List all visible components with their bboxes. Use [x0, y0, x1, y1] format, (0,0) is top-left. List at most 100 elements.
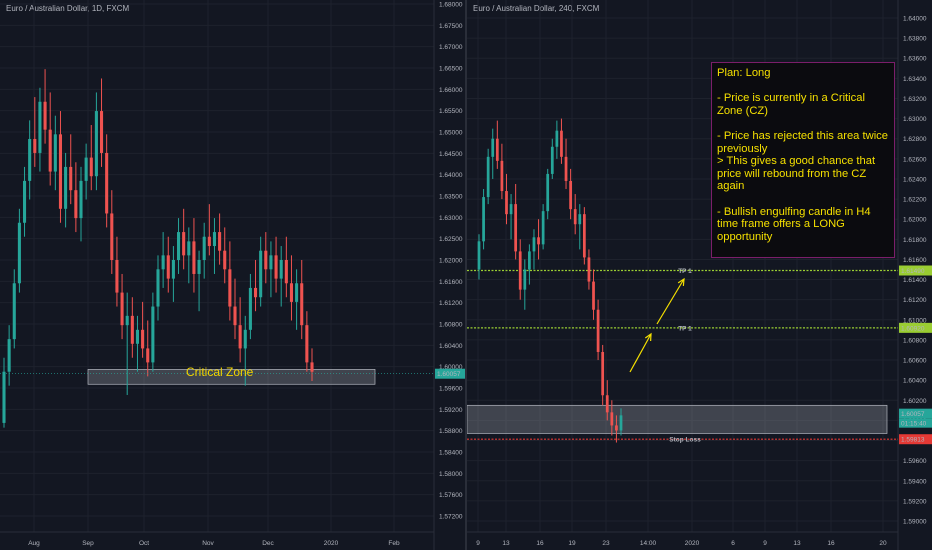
candle-body: [596, 309, 600, 352]
candle-body: [33, 138, 37, 153]
candle-body: [79, 180, 83, 219]
price-axis-label: 1.62500: [439, 236, 463, 243]
daily-chart-pane[interactable]: Euro / Australian Dollar, 1D, FXCM 1.680…: [0, 0, 466, 550]
candle-body: [564, 156, 568, 181]
price-axis-label: 1.60800: [439, 322, 463, 329]
time-axis-label: Nov: [202, 540, 214, 547]
candle-body: [171, 260, 175, 279]
candle-body: [482, 197, 485, 242]
price-axis-label: 1.60400: [903, 378, 927, 385]
time-axis-label: Oct: [139, 540, 149, 547]
candle-body: [89, 157, 93, 177]
candle-body: [310, 362, 314, 372]
countdown-tag: [899, 418, 932, 428]
price-axis-label: 1.64500: [439, 151, 463, 158]
candle-body: [151, 306, 155, 363]
price-axis-label: 1.60000: [439, 364, 463, 371]
candle-body: [58, 134, 63, 209]
candle-body: [284, 260, 288, 284]
price-axis-label: 1.63500: [439, 194, 463, 201]
candle-body: [582, 214, 586, 258]
countdown-tag-text: 01:15:40: [901, 421, 927, 428]
price-axis-label: 1.59000: [903, 519, 927, 526]
candle-body: [573, 209, 577, 225]
candle-body: [305, 325, 309, 363]
current-price-tag-text: 1.60057: [901, 411, 925, 418]
candle-body: [146, 348, 150, 363]
candle-body: [601, 351, 605, 396]
candle-body: [43, 101, 47, 130]
price-axis-label: 1.61600: [439, 279, 463, 286]
time-axis-label: 19: [568, 540, 576, 547]
candle-body: [115, 260, 119, 293]
candle-body: [279, 260, 283, 279]
target-arrow-2-head: [677, 277, 685, 287]
daily-chart-plot[interactable]: 1.68000 1.67500 1.67000 1.66500 1.66000 1.655…: [0, 0, 466, 550]
time-axis-label: 13: [793, 540, 801, 547]
candle-body: [120, 292, 124, 326]
candle-body: [218, 232, 222, 251]
candle-body: [202, 236, 206, 260]
candle-body: [546, 173, 550, 212]
price-axis-label: 1.59200: [903, 498, 927, 505]
price-axis-label: 1.59200: [439, 407, 463, 414]
price-axis-label: 1.64000: [439, 172, 463, 179]
price-axis-label: 1.57600: [439, 492, 463, 499]
price-axis-label: 1.58400: [439, 450, 463, 457]
critical-zone-box: [467, 404, 888, 434]
price-axis-label: 1.61800: [903, 237, 927, 244]
h4-chart-pane[interactable]: Euro / Australian Dollar, 240, FXCM 1.64…: [467, 0, 932, 550]
price-axis-label: 1.61200: [903, 297, 927, 304]
candle-body: [17, 222, 21, 284]
candle-body: [619, 415, 623, 431]
price-axis-label: 1.63000: [439, 215, 463, 222]
candle-body: [64, 166, 68, 209]
pane-divider[interactable]: [465, 0, 467, 550]
candle-body: [300, 283, 304, 326]
candle-body: [269, 255, 273, 270]
critical-zone-box: [87, 369, 376, 385]
candle-body: [233, 306, 237, 326]
candle-body: [274, 255, 278, 279]
time-axis-label: Dec: [262, 540, 274, 547]
critical-zone-label: Critical Zone: [186, 365, 254, 379]
candle-body: [84, 157, 88, 181]
price-axis-label: 1.63200: [903, 96, 927, 103]
price-axis-label: 1.63000: [903, 116, 927, 123]
candle-body: [541, 211, 545, 245]
price-axis-label: 1.62000: [439, 258, 463, 265]
price-axis-label: 1.57200: [439, 514, 463, 521]
h4-chart-title: Euro / Australian Dollar, 240, FXCM: [473, 4, 600, 13]
price-axis-label: 1.59600: [903, 458, 927, 465]
candle-body: [587, 257, 591, 282]
candle-body: [192, 241, 196, 274]
price-axis-label: 1.59600: [439, 386, 463, 393]
candle-body: [105, 152, 109, 214]
time-axis-label: Feb: [388, 540, 400, 547]
candle-body: [560, 130, 563, 157]
candle-body: [605, 395, 609, 413]
take-profit-1-label: TP 1: [678, 268, 692, 275]
time-axis-label: 16: [827, 540, 835, 547]
price-axis-label: 1.68000: [439, 2, 463, 9]
target-arrow-1-head: [644, 332, 652, 342]
candle-body: [53, 134, 57, 172]
candle-body: [12, 283, 16, 340]
trade-plan-note: Plan: Long - Price is currently in a Cri…: [711, 62, 895, 258]
stop-loss-tag-text: 1.59813: [901, 437, 925, 444]
candle-body: [610, 412, 614, 426]
price-axis-label: 1.67000: [439, 44, 463, 51]
candle-body: [166, 255, 170, 279]
candle-body: [550, 146, 554, 174]
candle-body: [248, 287, 252, 330]
price-axis-label: 1.62400: [903, 176, 927, 183]
time-axis-label: 13: [502, 540, 510, 547]
time-axis-label: 9: [476, 540, 480, 547]
candle-body: [505, 191, 508, 215]
candle-body: [518, 251, 522, 290]
time-axis-label: 14:00: [640, 540, 657, 547]
candle-body: [477, 241, 481, 270]
price-axis-label: 1.61200: [439, 300, 463, 307]
candle-body: [74, 190, 78, 219]
daily-chart-title: Euro / Australian Dollar, 1D, FXCM: [6, 4, 130, 13]
